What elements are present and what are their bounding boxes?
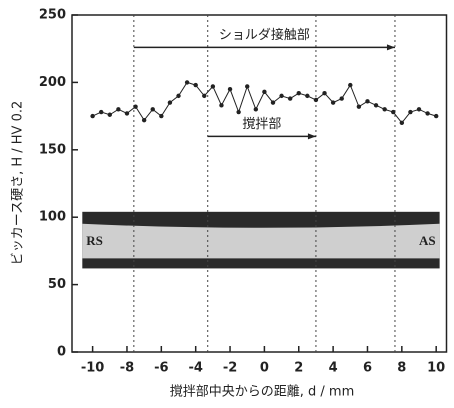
data-point <box>193 83 197 87</box>
x-tick-label: 8 <box>397 361 406 376</box>
annotation-label: 撹拌部 <box>242 117 281 132</box>
inset-label: AS <box>419 233 436 248</box>
data-point <box>297 91 301 95</box>
data-point <box>176 94 180 98</box>
data-point <box>236 110 240 114</box>
data-point <box>417 107 421 111</box>
x-tick-label: -2 <box>223 361 237 376</box>
data-point <box>219 103 223 107</box>
data-point <box>391 110 395 114</box>
arrow-head <box>387 44 395 50</box>
data-point <box>279 94 283 98</box>
data-point <box>125 111 129 115</box>
data-point <box>185 80 189 84</box>
data-point <box>348 83 352 87</box>
data-point <box>382 107 386 111</box>
data-point <box>133 104 137 108</box>
data-point <box>365 99 369 103</box>
data-point <box>340 96 344 100</box>
y-tick-label: 0 <box>57 345 66 360</box>
y-tick-label: 250 <box>39 8 66 23</box>
arrow-head <box>308 133 316 139</box>
inset-weld <box>82 224 439 259</box>
data-point <box>314 98 318 102</box>
x-tick-label: -8 <box>120 361 134 376</box>
inset-label: RS <box>86 233 103 248</box>
y-axis-label: ビッカース硬さ, H / HV 0.2 <box>11 101 26 266</box>
x-tick-label: 0 <box>260 361 269 376</box>
plot-frame <box>72 15 447 352</box>
data-point <box>322 91 326 95</box>
data-point <box>168 100 172 104</box>
data-point <box>254 107 258 111</box>
x-tick-label: 4 <box>329 361 338 376</box>
y-tick-label: 200 <box>39 75 66 90</box>
data-point <box>202 94 206 98</box>
data-point <box>262 90 266 94</box>
y-tick-label: 150 <box>39 142 66 157</box>
data-point <box>159 114 163 118</box>
x-tick-label: -10 <box>81 361 105 376</box>
data-point <box>151 107 155 111</box>
x-tick-label: -4 <box>188 361 202 376</box>
data-point <box>357 104 361 108</box>
x-tick-label: 6 <box>363 361 372 376</box>
y-tick-label: 50 <box>48 277 66 292</box>
y-tick-label: 100 <box>39 210 66 225</box>
data-point <box>331 100 335 104</box>
data-point <box>142 118 146 122</box>
data-point <box>305 94 309 98</box>
data-point <box>434 114 438 118</box>
data-point <box>288 96 292 100</box>
data-point <box>400 121 404 125</box>
x-tick-label: 2 <box>294 361 303 376</box>
data-point <box>116 107 120 111</box>
data-point <box>90 114 94 118</box>
x-tick-label: -6 <box>154 361 168 376</box>
data-point <box>108 113 112 117</box>
data-point <box>228 87 232 91</box>
data-point <box>245 84 249 88</box>
data-point <box>408 110 412 114</box>
chart: 撹拌部中央からの距離, d / mm ビッカース硬さ, H / HV 0.2 R… <box>0 0 454 408</box>
data-point <box>211 84 215 88</box>
x-axis-label: 撹拌部中央からの距離, d / mm <box>170 385 355 400</box>
data-point <box>425 111 429 115</box>
data-point <box>99 110 103 114</box>
x-tick-label: 10 <box>427 361 445 376</box>
data-point <box>374 103 378 107</box>
data-point <box>271 100 275 104</box>
annotation-label: ショルダ接触部 <box>219 27 310 43</box>
